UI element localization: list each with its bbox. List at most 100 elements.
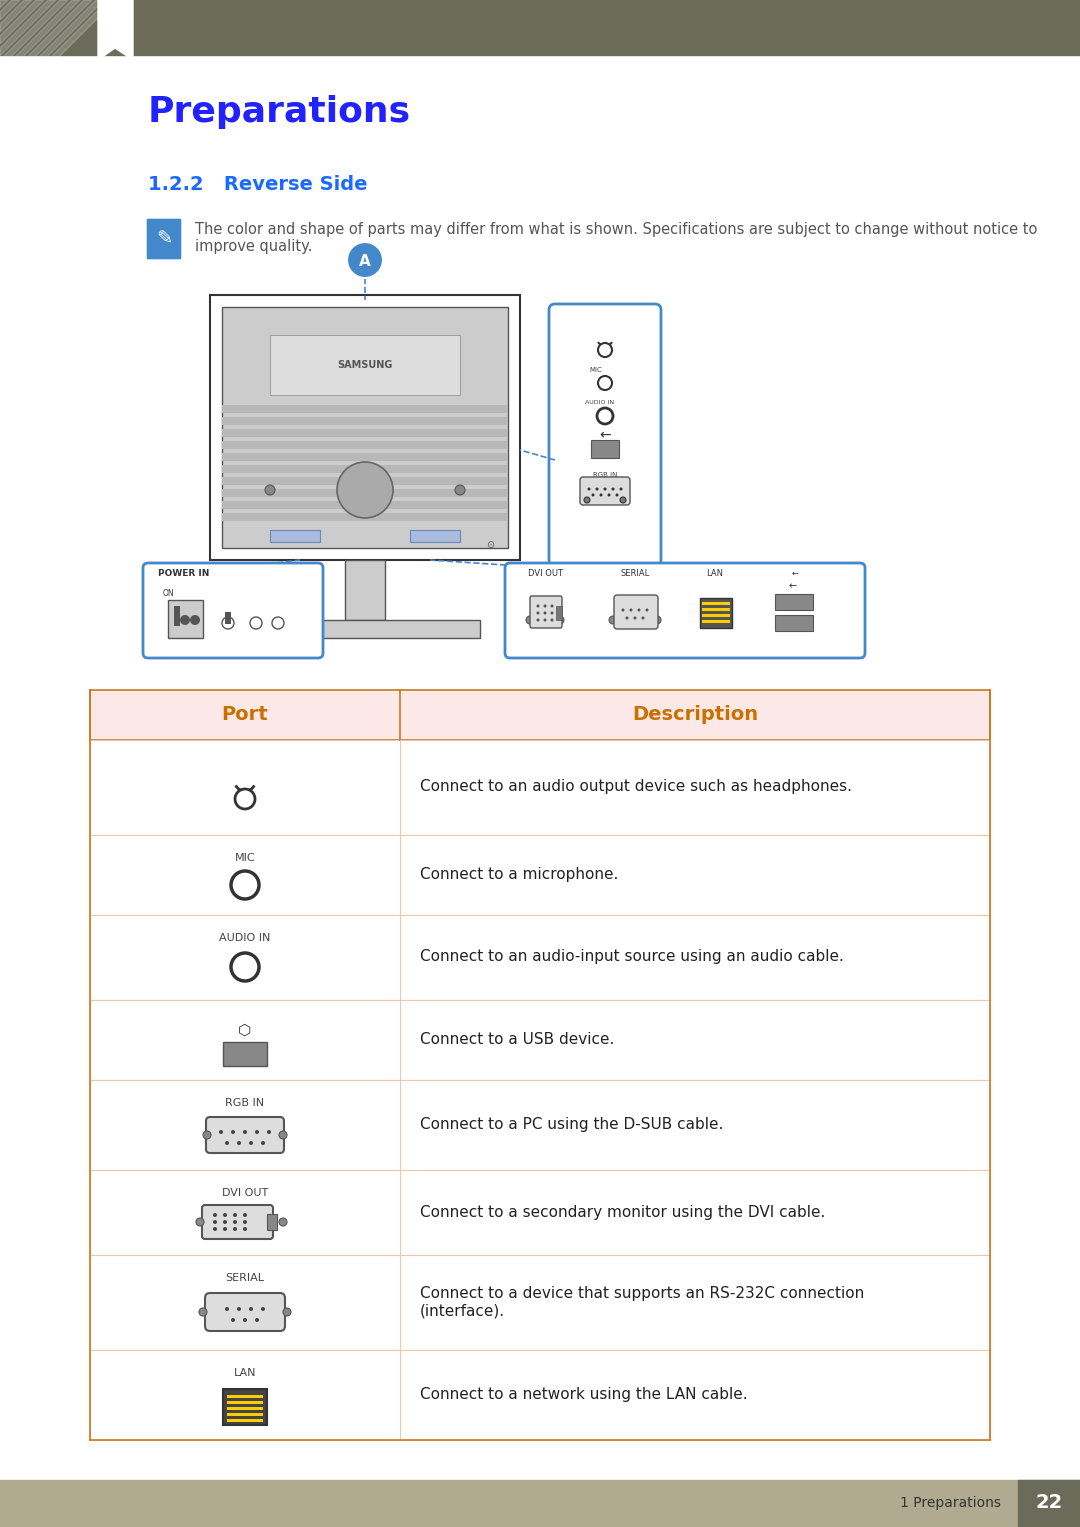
Text: ←: ←: [599, 428, 611, 441]
Circle shape: [261, 1307, 265, 1312]
Text: MIC: MIC: [234, 854, 255, 863]
Text: LAN: LAN: [706, 570, 724, 579]
Circle shape: [598, 344, 612, 357]
FancyBboxPatch shape: [205, 1293, 285, 1332]
Circle shape: [195, 1219, 204, 1226]
Circle shape: [255, 1318, 259, 1322]
Circle shape: [551, 611, 554, 614]
Circle shape: [621, 608, 624, 611]
Circle shape: [233, 1212, 237, 1217]
Text: AUDIO IN: AUDIO IN: [219, 933, 271, 944]
Bar: [0, 1480, 1080, 1527]
Bar: [702, 608, 730, 611]
Text: Description: Description: [632, 705, 758, 724]
Circle shape: [231, 870, 259, 899]
Circle shape: [249, 617, 262, 629]
Bar: [222, 489, 508, 496]
Circle shape: [537, 618, 540, 621]
Bar: [90, 1000, 990, 1080]
Bar: [700, 599, 732, 628]
Text: DVI OUT: DVI OUT: [527, 570, 563, 579]
Circle shape: [213, 1220, 217, 1225]
Polygon shape: [0, 0, 92, 92]
Circle shape: [235, 789, 255, 809]
Bar: [227, 1412, 264, 1416]
Circle shape: [243, 1220, 247, 1225]
Circle shape: [261, 1141, 265, 1145]
Text: Preparations: Preparations: [148, 95, 411, 128]
Polygon shape: [0, 0, 44, 44]
Circle shape: [551, 605, 554, 608]
Circle shape: [607, 493, 610, 496]
Circle shape: [604, 487, 607, 490]
Text: ←: ←: [792, 570, 798, 579]
Bar: [90, 1350, 990, 1440]
Circle shape: [611, 487, 615, 490]
Text: Connect to an audio-input source using an audio cable.: Connect to an audio-input source using a…: [420, 950, 843, 965]
Circle shape: [249, 1141, 253, 1145]
Circle shape: [347, 241, 383, 278]
Bar: [90, 1255, 990, 1350]
Polygon shape: [0, 0, 116, 116]
Circle shape: [543, 618, 546, 621]
Text: Connect to a device that supports an RS-232C connection
(interface).: Connect to a device that supports an RS-…: [420, 1286, 864, 1318]
Circle shape: [595, 487, 598, 490]
FancyBboxPatch shape: [580, 476, 630, 505]
Circle shape: [337, 463, 393, 518]
Circle shape: [213, 1228, 217, 1231]
Circle shape: [625, 617, 629, 620]
Circle shape: [653, 615, 661, 625]
Polygon shape: [0, 0, 21, 20]
Text: LAN: LAN: [233, 1368, 256, 1377]
Circle shape: [551, 618, 554, 621]
Text: Connect to a microphone.: Connect to a microphone.: [420, 867, 619, 883]
Bar: [222, 405, 508, 412]
Circle shape: [598, 376, 612, 389]
Bar: [222, 1041, 267, 1066]
Text: ⊙: ⊙: [486, 541, 494, 550]
Circle shape: [255, 1130, 259, 1135]
Text: Connect to an audio output device such as headphones.: Connect to an audio output device such a…: [420, 779, 852, 794]
Circle shape: [265, 486, 275, 495]
Text: SAMSUNG: SAMSUNG: [337, 360, 393, 370]
Bar: [222, 466, 508, 473]
Bar: [0, 0, 1080, 55]
Circle shape: [283, 1309, 291, 1316]
Circle shape: [588, 487, 591, 490]
Circle shape: [609, 615, 617, 625]
Bar: [168, 600, 203, 638]
Circle shape: [637, 608, 640, 611]
Circle shape: [646, 608, 648, 611]
Circle shape: [199, 1309, 207, 1316]
Circle shape: [237, 1141, 241, 1145]
Bar: [90, 1080, 990, 1170]
Text: ON: ON: [163, 589, 175, 599]
Bar: [249, 620, 480, 638]
Bar: [227, 1406, 264, 1409]
Text: ✎: ✎: [156, 229, 172, 249]
Bar: [90, 915, 990, 1000]
Bar: [591, 440, 619, 458]
Text: A: A: [360, 253, 370, 269]
Circle shape: [455, 486, 465, 495]
Circle shape: [231, 953, 259, 980]
Circle shape: [272, 617, 284, 629]
Bar: [556, 606, 562, 620]
FancyBboxPatch shape: [530, 596, 562, 628]
Polygon shape: [0, 0, 8, 8]
Circle shape: [597, 408, 613, 425]
Text: Port: Port: [221, 705, 268, 724]
Bar: [222, 429, 508, 437]
Circle shape: [634, 617, 636, 620]
Text: ⬡: ⬡: [239, 1023, 252, 1037]
Text: SERIAL: SERIAL: [620, 570, 650, 579]
Circle shape: [526, 615, 534, 625]
Polygon shape: [98, 0, 133, 60]
Circle shape: [222, 1220, 227, 1225]
Bar: [702, 614, 730, 617]
Circle shape: [279, 1219, 287, 1226]
Bar: [702, 602, 730, 605]
FancyBboxPatch shape: [146, 218, 183, 260]
Polygon shape: [0, 0, 80, 79]
Bar: [775, 594, 813, 609]
